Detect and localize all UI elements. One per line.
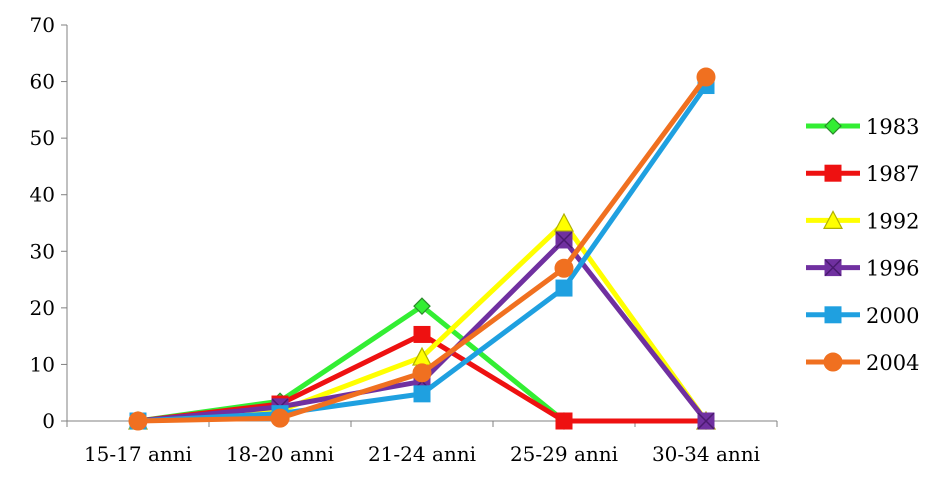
legend-label: 1987 [866,162,919,186]
legend-label: 2004 [866,351,919,375]
y-tick-labels: 0 10 20 30 40 50 60 70 [30,13,55,433]
data-point-2004-2 [412,363,432,383]
x-tick-label: 25-29 anni [510,442,618,466]
y-tick-label: 40 [30,183,55,207]
data-point-2004-3 [554,258,574,278]
legend-item-1996: 1996 [806,257,919,281]
data-point-1996-3-cross-b [555,231,573,249]
data-point-1987-2 [413,325,431,343]
legend-label: 1996 [866,257,919,281]
legend-item-2000: 2000 [806,304,919,328]
legend-item-1987: 1987 [806,162,919,186]
data-point-1996-4-cross-b [697,412,715,430]
legend-marker [824,117,842,135]
series-layer [128,67,716,431]
y-tick-label: 30 [30,239,55,263]
data-point-1987-3 [555,412,573,430]
x-tick-labels: 15-17 anni 18-20 anni 21-24 anni 25-29 anni… [84,442,760,466]
legend-label: 2000 [866,304,919,328]
legend-marker [823,352,843,372]
y-tick-label: 50 [30,126,55,150]
legend-marker [824,164,842,182]
x-tick-label: 30-34 anni [652,442,760,466]
y-tick-label: 10 [30,352,55,376]
data-point-2004-0 [128,411,148,431]
x-tick-label: 18-20 anni [226,442,334,466]
legend-label: 1983 [866,115,919,139]
x-tick-label: 15-17 anni [84,442,192,466]
legend-marker [823,210,843,229]
data-point-2004-4 [696,67,716,87]
legend: 1983 1987 1992 1996 2000 2004 [806,115,919,375]
legend-item-1983: 1983 [806,115,919,139]
x-tick-label: 21-24 anni [368,442,476,466]
y-tick-label: 20 [30,296,55,320]
y-tick-label: 0 [42,409,55,433]
data-point-2004-1 [270,408,290,428]
y-tick-label: 60 [30,70,55,94]
legend-item-2004: 2004 [806,351,919,375]
data-point-2000-2 [413,385,431,403]
data-point-1992-3 [554,212,574,232]
legend-label: 1992 [866,209,919,233]
y-tick-label: 70 [30,13,55,37]
series-2004 [128,67,716,431]
data-point-1983-2 [413,297,431,316]
data-point-2000-3 [555,279,573,297]
legend-marker [824,306,842,324]
legend-item-1992: 1992 [806,209,919,233]
legend-marker-cross-b [824,259,842,277]
